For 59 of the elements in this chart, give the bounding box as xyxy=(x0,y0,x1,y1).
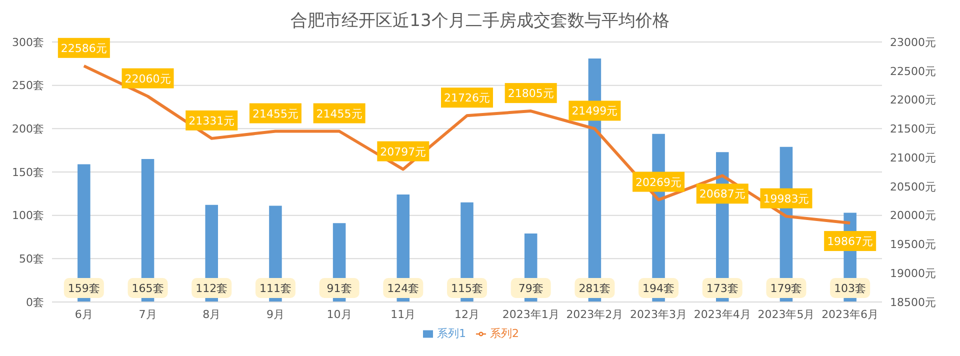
data-label: 165套 xyxy=(132,282,164,295)
data-label: 21331元 xyxy=(188,114,235,128)
y-tick-label: 150套 xyxy=(12,166,44,179)
y2-tick-label: 22500元 xyxy=(890,64,936,78)
chart-title: 合肥市经开区近13个月二手房成交套数与平均价格 xyxy=(290,10,670,33)
y-tick-label: 200套 xyxy=(12,122,44,136)
x-tick-label: 7月 xyxy=(138,308,157,321)
data-label: 21455元 xyxy=(316,107,362,120)
data-label: 173套 xyxy=(706,282,738,295)
y-tick-label: 300套 xyxy=(12,36,44,49)
data-label: 179套 xyxy=(770,282,802,295)
data-label: 22586元 xyxy=(60,42,107,55)
y2-tick-label: 23000元 xyxy=(890,36,936,49)
x-tick-label: 10月 xyxy=(326,308,352,321)
x-tick-label: 2023年1月 xyxy=(502,308,560,321)
y2-tick-label: 21500元 xyxy=(890,122,936,136)
data-label: 20269元 xyxy=(636,176,682,189)
legend-label: 系列2 xyxy=(490,327,519,340)
data-label: 20797元 xyxy=(380,145,426,158)
data-label: 19983元 xyxy=(763,192,810,206)
x-tick-label: 11月 xyxy=(390,308,416,321)
data-label: 19867元 xyxy=(827,235,874,248)
data-label: 194套 xyxy=(642,282,675,295)
x-tick-label: 2023年2月 xyxy=(566,308,624,321)
x-tick-label: 2023年3月 xyxy=(630,308,688,321)
data-label: 21499元 xyxy=(572,104,618,118)
y2-tick-label: 19500元 xyxy=(890,238,936,252)
data-label: 159套 xyxy=(68,282,100,295)
x-tick-label: 8月 xyxy=(202,308,221,321)
y2-tick-label: 19000元 xyxy=(890,267,936,280)
y2-tick-label: 20500元 xyxy=(890,180,936,194)
y-tick-label: 0套 xyxy=(26,296,44,309)
x-tick-label: 2023年4月 xyxy=(694,308,751,321)
data-label: 281套 xyxy=(578,282,611,295)
x-tick-label: 2023年5月 xyxy=(758,308,815,321)
data-label: 91套 xyxy=(326,282,352,295)
data-label: 20687元 xyxy=(699,188,746,201)
data-label: 21455元 xyxy=(252,107,298,120)
y-tick-label: 100套 xyxy=(12,209,44,222)
data-label: 22060元 xyxy=(124,72,171,86)
x-tick-label: 12月 xyxy=(454,308,480,321)
data-label: 79套 xyxy=(518,282,544,295)
data-label: 111套 xyxy=(259,282,292,295)
y2-tick-label: 21000元 xyxy=(890,151,936,164)
y2-tick-label: 22000元 xyxy=(890,94,936,107)
legend-label: 系列1 xyxy=(437,327,466,340)
data-label: 124套 xyxy=(387,282,420,295)
data-label: 21726元 xyxy=(444,92,490,105)
x-tick-label: 9月 xyxy=(266,308,284,321)
data-label: 103套 xyxy=(834,282,866,295)
y-tick-label: 250套 xyxy=(12,79,44,92)
y2-tick-label: 18500元 xyxy=(890,296,936,309)
data-label: 21805元 xyxy=(508,87,554,100)
x-tick-label: 2023年6月 xyxy=(822,308,879,321)
y-tick-label: 50套 xyxy=(19,252,44,266)
y2-tick-label: 20000元 xyxy=(890,209,936,222)
data-label: 115套 xyxy=(451,282,483,295)
data-label: 112套 xyxy=(196,282,228,295)
x-tick-label: 6月 xyxy=(74,308,93,321)
